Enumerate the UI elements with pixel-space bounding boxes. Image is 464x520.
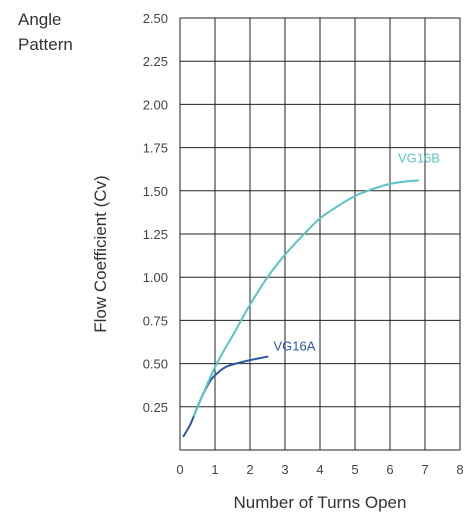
corner-label-line-1: Angle — [18, 10, 62, 29]
x-tick-label-7: 7 — [421, 462, 428, 477]
x-tick-label-3: 3 — [281, 462, 288, 477]
x-tick-label-4: 4 — [316, 462, 323, 477]
series-lines: VG16A VG16B — [182, 150, 440, 438]
y-tick-label-9: 2.50 — [143, 11, 168, 26]
y-tick-label-6: 1.75 — [143, 141, 168, 156]
x-tick-label-8: 8 — [456, 462, 463, 477]
grid — [179, 17, 461, 451]
series-label-vg16b: VG16B — [398, 150, 440, 165]
series-line-vg16b — [193, 179, 419, 417]
y-tick-label-1: 0.50 — [143, 357, 168, 372]
corner-label-line-2: Pattern — [18, 35, 73, 54]
y-tick-label-3: 1.00 — [143, 270, 168, 285]
x-tick-label-1: 1 — [211, 462, 218, 477]
x-tick-label-6: 6 — [386, 462, 393, 477]
y-tick-label-5: 1.50 — [143, 184, 168, 199]
y-axis-title: Flow Coefficient (Cv) — [91, 175, 110, 332]
x-tick-label-0: 0 — [176, 462, 183, 477]
y-tick-label-0: 0.25 — [143, 400, 168, 415]
y-tick-label-7: 2.00 — [143, 97, 168, 112]
tick-labels: 0 1 2 3 4 5 6 7 8 0.25 0.50 0.75 1.00 1.25 1.50 1.75 2.0… — [143, 11, 464, 477]
series-line-vg16a — [182, 355, 269, 438]
y-tick-label-8: 2.25 — [143, 54, 168, 69]
x-tick-label-5: 5 — [351, 462, 358, 477]
x-axis-title: Number of Turns Open — [234, 493, 407, 512]
y-tick-label-2: 0.75 — [143, 313, 168, 328]
x-tick-label-2: 2 — [246, 462, 253, 477]
y-tick-label-4: 1.25 — [143, 227, 168, 242]
series-label-vg16a: VG16A — [274, 339, 316, 354]
